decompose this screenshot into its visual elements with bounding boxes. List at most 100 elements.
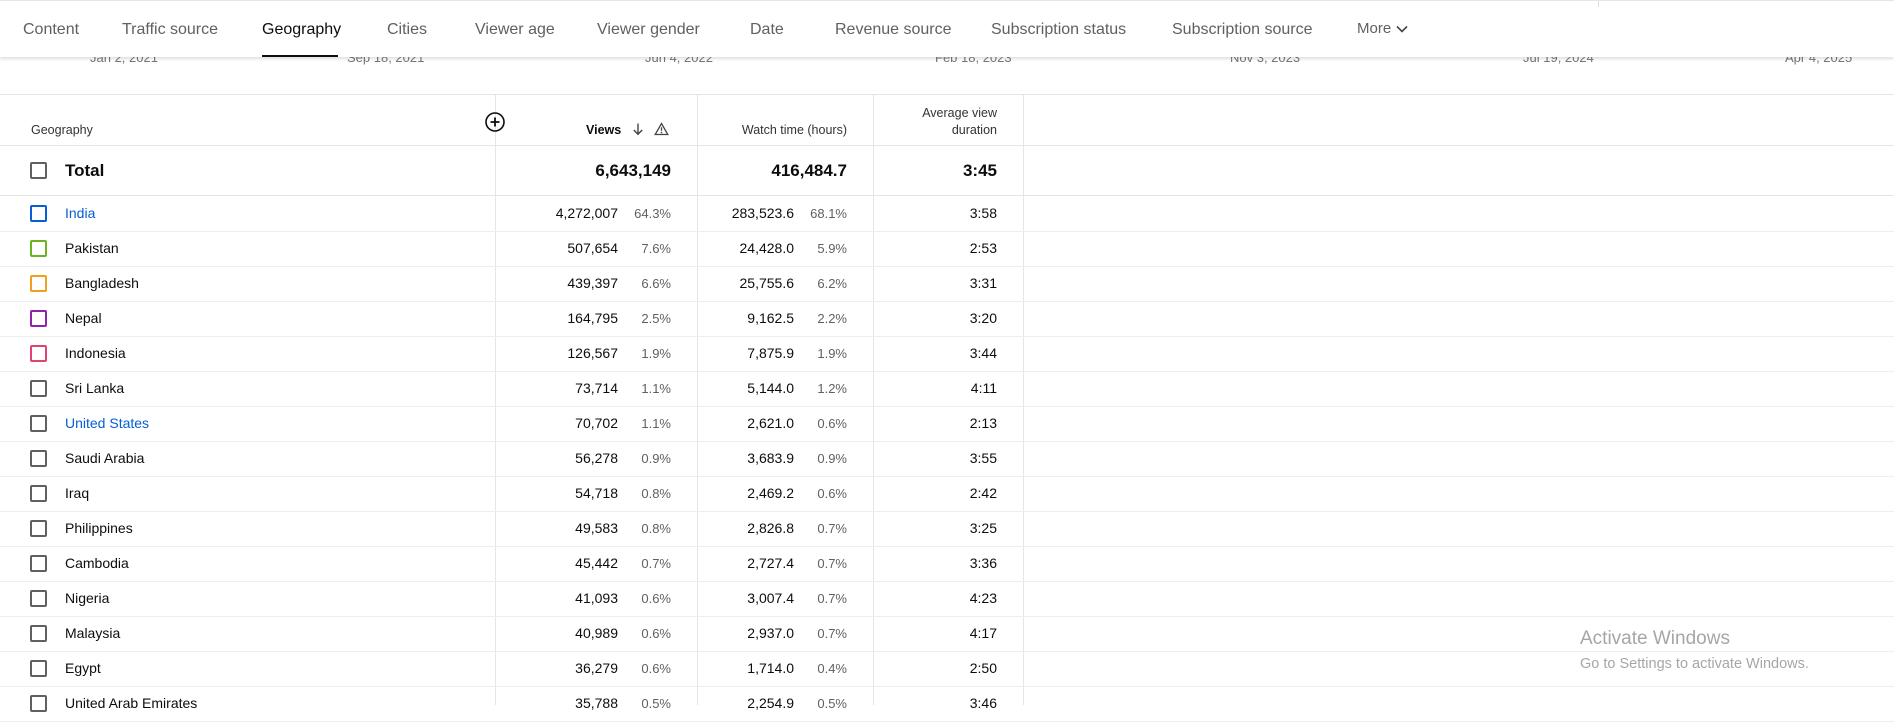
header-watch-time[interactable]: Watch time (hours) xyxy=(741,123,847,137)
tab-viewer-gender[interactable]: Viewer gender xyxy=(597,21,700,38)
row-checkbox[interactable] xyxy=(30,520,47,537)
row-watch-time: 5,144.0 xyxy=(747,380,794,396)
table-row: Egypt 36,279 0.6% 1,714.0 0.4% 2:50 xyxy=(0,651,1894,687)
report-tabs: Content Traffic source Geography Cities … xyxy=(0,0,1894,57)
row-country: Bangladesh xyxy=(65,275,139,291)
tab-cities[interactable]: Cities xyxy=(387,21,428,38)
row-watch-time-percent: 0.6% xyxy=(817,486,847,501)
warning-triangle-icon[interactable] xyxy=(654,122,669,136)
tab-traffic-source[interactable]: Traffic source xyxy=(122,21,219,38)
row-watch-time-percent: 0.7% xyxy=(817,521,847,536)
row-average-view-duration: 2:50 xyxy=(969,660,997,676)
row-watch-time: 7,875.9 xyxy=(747,345,794,361)
row-watch-time-percent: 0.7% xyxy=(817,591,847,606)
table-row: Malaysia 40,989 0.6% 2,937.0 0.7% 4:17 xyxy=(0,616,1894,652)
row-watch-time-percent: 6.2% xyxy=(817,276,847,291)
total-watch-time: 416,484.7 xyxy=(771,161,847,180)
row-views-percent: 64.3% xyxy=(634,206,671,221)
table-row: Nepal 164,795 2.5% 9,162.5 2.2% 3:20 xyxy=(0,301,1894,337)
total-average-view-duration: 3:45 xyxy=(962,161,997,180)
header-geography[interactable]: Geography xyxy=(31,123,93,137)
row-views: 164,795 xyxy=(567,310,618,326)
row-views: 40,989 xyxy=(575,625,618,641)
total-checkbox[interactable] xyxy=(30,162,47,179)
row-views: 126,567 xyxy=(567,345,618,361)
tab-subscription-source[interactable]: Subscription source xyxy=(1172,21,1313,38)
row-views-percent: 1.1% xyxy=(641,381,671,396)
row-views: 73,714 xyxy=(575,380,618,396)
row-country: United Arab Emirates xyxy=(65,695,198,711)
row-average-view-duration: 3:44 xyxy=(969,345,997,361)
row-checkbox[interactable] xyxy=(30,240,47,257)
row-checkbox[interactable] xyxy=(30,625,47,642)
row-average-view-duration: 3:46 xyxy=(969,695,997,711)
row-views: 45,442 xyxy=(575,555,618,571)
row-average-view-duration: 3:25 xyxy=(969,520,997,536)
row-country: Indonesia xyxy=(65,345,126,361)
tab-more[interactable]: More xyxy=(1357,20,1409,37)
row-checkbox[interactable] xyxy=(30,590,47,607)
row-watch-time: 2,937.0 xyxy=(747,625,794,641)
header-views[interactable]: Views xyxy=(586,123,622,137)
row-country[interactable]: United States xyxy=(65,415,150,431)
column-divider xyxy=(495,94,496,705)
row-checkbox[interactable] xyxy=(30,555,47,572)
row-watch-time-percent: 5.9% xyxy=(817,241,847,256)
row-checkbox[interactable] xyxy=(30,380,47,397)
total-label: Total xyxy=(65,161,105,180)
table-row: Saudi Arabia 56,278 0.9% 3,683.9 0.9% 3:55 xyxy=(0,441,1894,477)
row-country: Egypt xyxy=(65,660,101,676)
row-views-percent: 1.9% xyxy=(641,346,671,361)
row-views-percent: 1.1% xyxy=(641,416,671,431)
row-views: 507,654 xyxy=(567,240,618,256)
header-average-view-duration[interactable]: Average view duration xyxy=(900,105,997,139)
row-watch-time-percent: 0.5% xyxy=(817,696,847,711)
row-checkbox[interactable] xyxy=(30,660,47,677)
row-country: Iraq xyxy=(65,485,90,501)
header-average-view-duration-line1: Average view xyxy=(922,106,997,120)
row-checkbox[interactable] xyxy=(30,345,47,362)
tab-revenue-source[interactable]: Revenue source xyxy=(835,21,952,38)
row-checkbox[interactable] xyxy=(30,205,47,222)
table-row: Indonesia 126,567 1.9% 7,875.9 1.9% 3:44 xyxy=(0,336,1894,372)
row-watch-time: 2,254.9 xyxy=(747,695,794,711)
row-views-percent: 0.6% xyxy=(641,661,671,676)
tab-date[interactable]: Date xyxy=(750,21,784,38)
table-row: Philippines 49,583 0.8% 2,826.8 0.7% 3:25 xyxy=(0,511,1894,547)
column-divider xyxy=(697,94,698,705)
row-watch-time-percent: 0.4% xyxy=(817,661,847,676)
row-checkbox[interactable] xyxy=(30,485,47,502)
row-checkbox[interactable] xyxy=(30,310,47,327)
row-checkbox[interactable] xyxy=(30,695,47,712)
row-checkbox[interactable] xyxy=(30,275,47,292)
row-country[interactable]: India xyxy=(65,205,96,221)
header-average-view-duration-line2: duration xyxy=(951,123,997,137)
row-views: 35,788 xyxy=(575,695,618,711)
row-watch-time: 3,007.4 xyxy=(747,590,794,606)
row-country: Saudi Arabia xyxy=(65,450,145,466)
row-average-view-duration: 2:42 xyxy=(969,485,997,501)
row-average-view-duration: 4:11 xyxy=(970,380,997,396)
row-views: 4,272,007 xyxy=(555,205,618,221)
tab-viewer-age[interactable]: Viewer age xyxy=(475,21,555,38)
table-row: Iraq 54,718 0.8% 2,469.2 0.6% 2:42 xyxy=(0,476,1894,512)
row-average-view-duration: 3:36 xyxy=(969,555,997,571)
row-watch-time-percent: 0.7% xyxy=(817,626,847,641)
row-views-percent: 0.9% xyxy=(641,451,671,466)
timeline-axis: Jan 2, 2021 Sep 18, 2021 Jun 4, 2022 Feb… xyxy=(0,50,1894,95)
tab-subscription-status[interactable]: Subscription status xyxy=(991,21,1127,38)
arrow-down-icon[interactable] xyxy=(631,122,645,136)
table-row: United Arab Emirates 35,788 0.5% 2,254.9 0.5… xyxy=(0,686,1894,722)
row-watch-time-percent: 1.9% xyxy=(817,346,847,361)
row-views: 439,397 xyxy=(567,275,618,291)
row-checkbox[interactable] xyxy=(30,450,47,467)
row-watch-time: 1,714.0 xyxy=(747,660,794,676)
tab-content[interactable]: Content xyxy=(23,21,80,38)
row-country: Philippines xyxy=(65,520,133,536)
row-views-percent: 2.5% xyxy=(641,311,671,326)
row-checkbox[interactable] xyxy=(30,415,47,432)
row-views-percent: 0.8% xyxy=(641,521,671,536)
tab-geography[interactable]: Geography xyxy=(262,21,342,38)
add-circle-icon[interactable] xyxy=(484,111,506,133)
table-row: Cambodia 45,442 0.7% 2,727.4 0.7% 3:36 xyxy=(0,546,1894,582)
